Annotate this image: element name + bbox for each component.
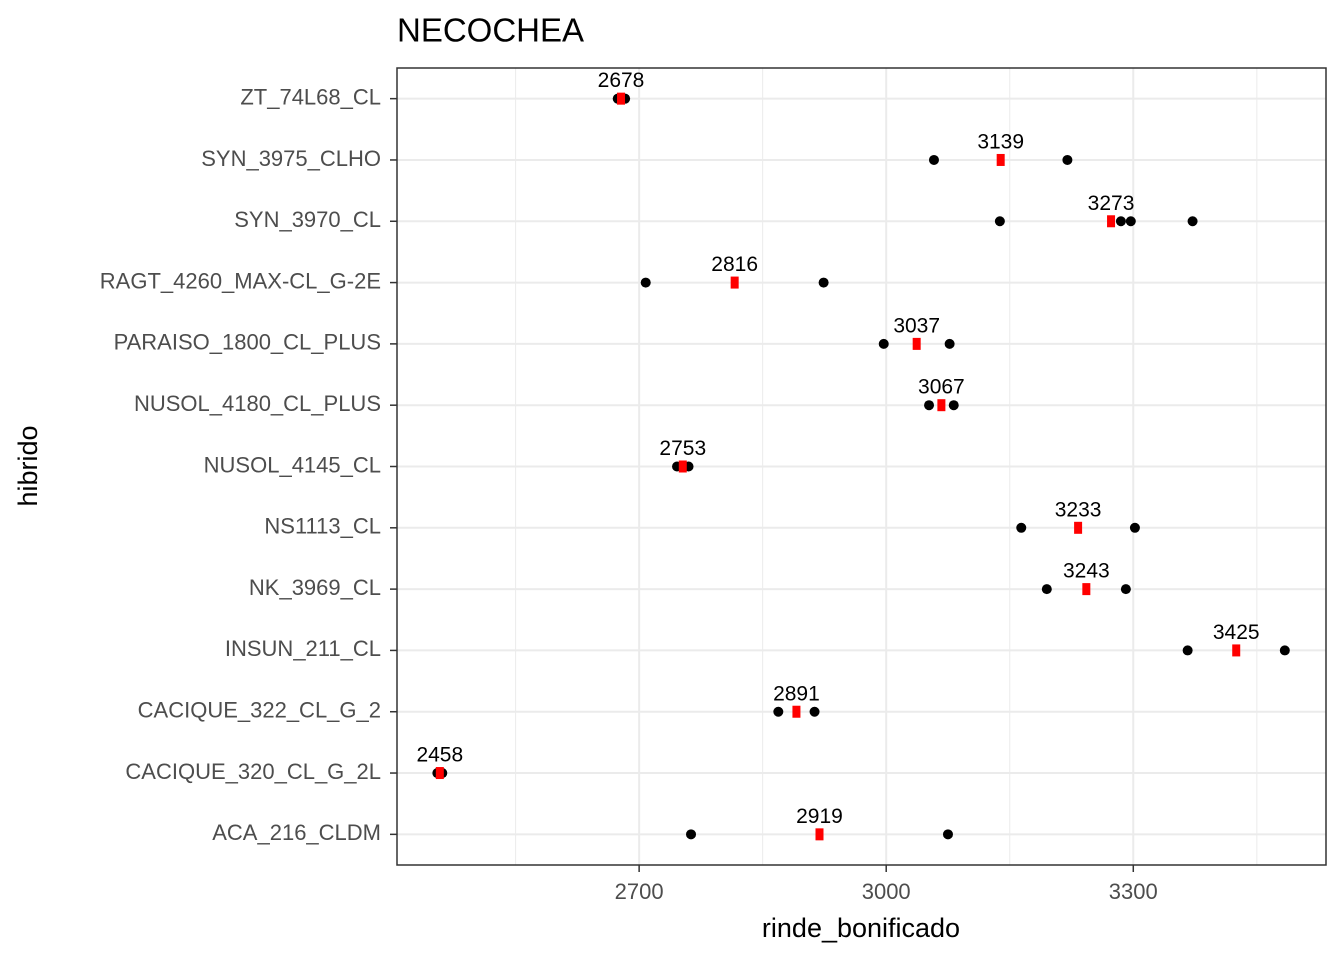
point: [928, 154, 939, 165]
point: [1016, 522, 1027, 533]
point: [809, 706, 820, 717]
mean-marker: [678, 460, 687, 473]
mean-marker: [435, 767, 444, 780]
value-label: 3067: [918, 376, 965, 399]
point: [686, 829, 697, 840]
mean-marker: [912, 337, 921, 350]
chart-title: NECOCHEA: [397, 12, 584, 49]
y-tick-label: SYN_3970_CL: [234, 207, 381, 232]
y-tick-label: PARAISO_1800_CL_PLUS: [114, 330, 381, 355]
y-tick-label: CACIQUE_320_CL_G_2L: [125, 759, 381, 784]
value-label: 3425: [1213, 621, 1260, 644]
point: [994, 216, 1005, 227]
y-axis-title: hibrido: [13, 425, 43, 506]
grid: [397, 68, 1326, 865]
value-label: 3243: [1063, 560, 1110, 583]
point: [944, 338, 955, 349]
point: [818, 277, 829, 288]
y-tick-label: NUSOL_4145_CL: [204, 452, 381, 477]
point: [1115, 216, 1126, 227]
mean-marker: [792, 705, 801, 718]
mean-marker: [617, 92, 626, 105]
mean-marker: [1107, 215, 1116, 228]
y-tick-label: NS1113_CL: [264, 514, 381, 539]
point: [773, 706, 784, 717]
point: [1279, 645, 1290, 656]
x-tick-label: 3000: [862, 879, 911, 904]
point: [1129, 522, 1140, 533]
marks: 2919 2458 2891 3425 3243 3233 2753 3067 3037 2816…: [416, 69, 1290, 841]
mean-marker: [1082, 583, 1091, 596]
point: [1187, 216, 1198, 227]
point: [1182, 645, 1193, 656]
y-tick-label: SYN_3975_CLHO: [201, 146, 381, 171]
y-tick-label: CACIQUE_322_CL_G_2: [138, 698, 381, 723]
point: [878, 338, 889, 349]
mean-marker: [996, 153, 1005, 166]
value-label: 2678: [598, 69, 645, 92]
y-tick-label: NK_3969_CL: [249, 575, 381, 600]
value-label: 2753: [659, 437, 706, 460]
value-label: 3233: [1055, 498, 1102, 521]
x-tick-label: 3300: [1109, 879, 1158, 904]
point: [1062, 154, 1073, 165]
value-label: 3037: [893, 314, 940, 337]
y-tick-label: ZT_74L68_CL: [240, 84, 381, 109]
point: [942, 829, 953, 840]
mean-marker: [1074, 521, 1083, 534]
mean-marker: [815, 828, 824, 841]
y-tick-label: RAGT_4260_MAX-CL_G-2E: [100, 268, 381, 293]
point: [1125, 216, 1136, 227]
x-axis-title: rinde_bonificado: [762, 913, 960, 943]
y-tick-label: NUSOL_4180_CL_PLUS: [134, 391, 381, 416]
mean-marker: [1232, 644, 1241, 657]
value-label: 2919: [796, 805, 843, 828]
y-tick-label: ACA_216_CLDM: [212, 820, 381, 845]
value-label: 3273: [1088, 192, 1135, 215]
value-label: 2458: [416, 744, 463, 767]
value-label: 3139: [977, 131, 1024, 154]
value-label: 2816: [711, 253, 758, 276]
mean-marker: [730, 276, 739, 289]
point: [948, 400, 959, 411]
point: [1120, 584, 1131, 595]
point: [1041, 584, 1052, 595]
point: [924, 400, 935, 411]
point: [640, 277, 651, 288]
y-tick-label: INSUN_211_CL: [225, 636, 381, 661]
mean-marker: [937, 399, 946, 412]
x-tick-label: 2700: [615, 879, 664, 904]
value-label: 2891: [773, 682, 820, 705]
